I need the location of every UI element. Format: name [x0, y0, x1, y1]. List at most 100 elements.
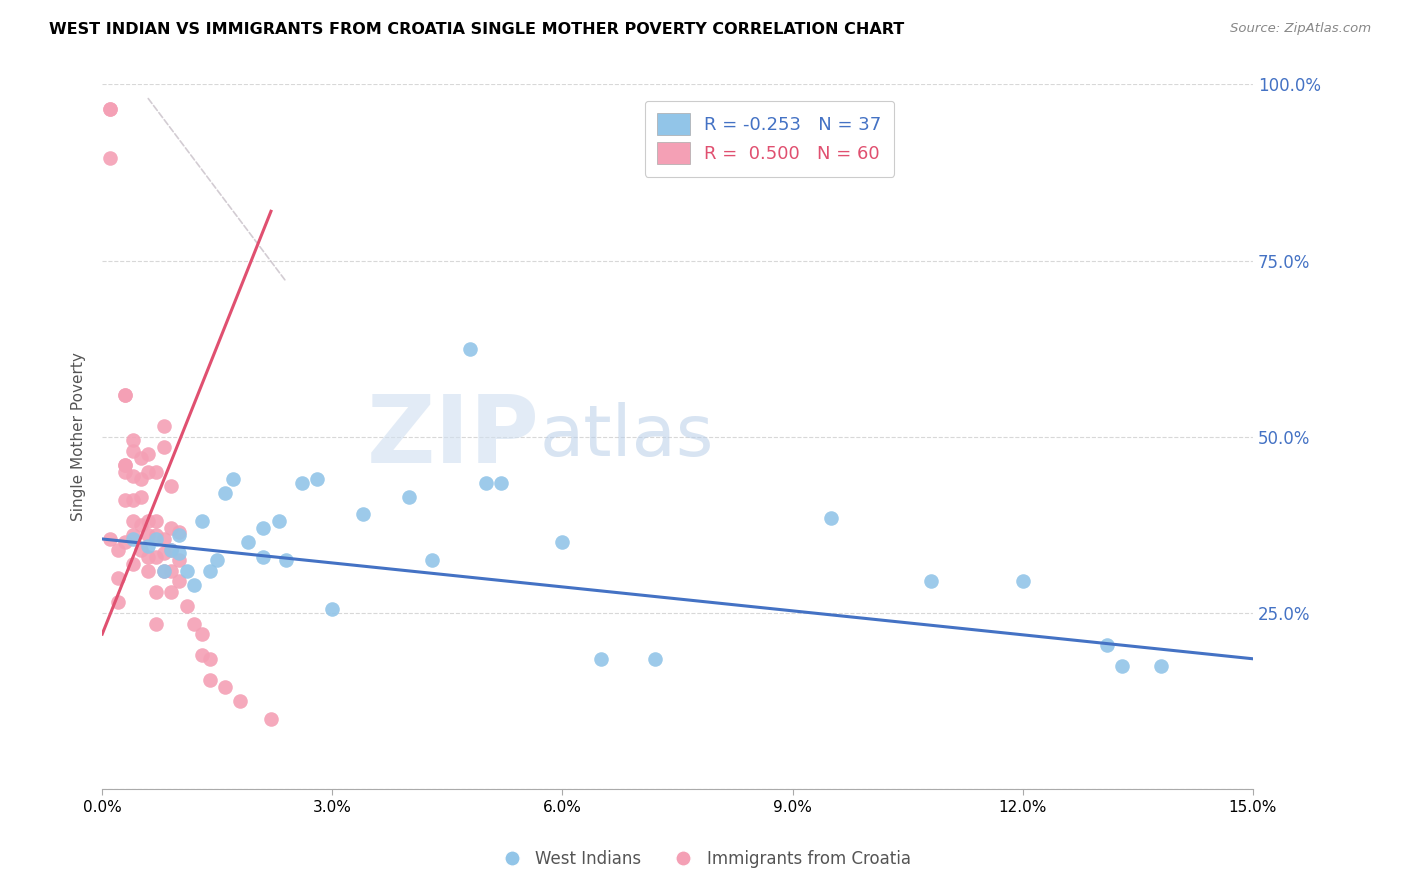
Point	[152, 546, 174, 560]
Point	[152, 564, 174, 578]
Point	[398, 490, 420, 504]
Point	[114, 458, 136, 472]
Point	[305, 472, 328, 486]
Point	[136, 528, 159, 542]
Point	[129, 450, 152, 465]
Point	[920, 574, 942, 589]
Point	[160, 564, 183, 578]
Point	[221, 472, 243, 486]
Legend: R = -0.253   N = 37, R =  0.500   N = 60: R = -0.253 N = 37, R = 0.500 N = 60	[645, 101, 894, 178]
Point	[589, 652, 612, 666]
Point	[214, 486, 236, 500]
Point	[136, 447, 159, 461]
Point	[252, 521, 274, 535]
Point	[114, 387, 136, 401]
Point	[183, 578, 205, 592]
Point	[98, 102, 121, 116]
Point	[136, 564, 159, 578]
Point	[198, 564, 221, 578]
Point	[122, 468, 145, 483]
Text: WEST INDIAN VS IMMIGRANTS FROM CROATIA SINGLE MOTHER POVERTY CORRELATION CHART: WEST INDIAN VS IMMIGRANTS FROM CROATIA S…	[49, 22, 904, 37]
Point	[191, 627, 214, 641]
Point	[107, 571, 129, 585]
Point	[152, 441, 174, 455]
Point	[129, 490, 152, 504]
Point	[167, 524, 190, 539]
Point	[207, 553, 229, 567]
Point	[1095, 638, 1118, 652]
Point	[160, 542, 183, 557]
Y-axis label: Single Mother Poverty: Single Mother Poverty	[72, 352, 86, 521]
Point	[145, 549, 167, 564]
Point	[167, 528, 190, 542]
Point	[460, 342, 482, 356]
Point	[276, 553, 298, 567]
Point	[145, 528, 167, 542]
Text: ZIP: ZIP	[367, 391, 540, 483]
Point	[122, 532, 145, 546]
Point	[107, 595, 129, 609]
Point	[252, 549, 274, 564]
Point	[1111, 658, 1133, 673]
Text: Source: ZipAtlas.com: Source: ZipAtlas.com	[1230, 22, 1371, 36]
Point	[160, 521, 183, 535]
Point	[114, 387, 136, 401]
Point	[122, 434, 145, 448]
Point	[136, 549, 159, 564]
Text: atlas: atlas	[540, 402, 714, 471]
Point	[122, 514, 145, 528]
Point	[98, 102, 121, 116]
Point	[191, 514, 214, 528]
Point	[160, 479, 183, 493]
Point	[160, 584, 183, 599]
Point	[214, 680, 236, 694]
Point	[136, 465, 159, 479]
Point	[260, 712, 283, 726]
Point	[198, 673, 221, 687]
Point	[644, 652, 666, 666]
Point	[236, 535, 259, 549]
Point	[145, 514, 167, 528]
Point	[136, 514, 159, 528]
Point	[198, 652, 221, 666]
Point	[167, 546, 190, 560]
Point	[183, 616, 205, 631]
Point	[1150, 658, 1173, 673]
Point	[152, 564, 174, 578]
Point	[122, 528, 145, 542]
Point	[160, 542, 183, 557]
Point	[267, 514, 290, 528]
Point	[129, 542, 152, 557]
Point	[145, 532, 167, 546]
Point	[129, 472, 152, 486]
Point	[98, 152, 121, 166]
Point	[152, 532, 174, 546]
Point	[229, 694, 252, 708]
Point	[122, 557, 145, 571]
Legend: West Indians, Immigrants from Croatia: West Indians, Immigrants from Croatia	[489, 844, 917, 875]
Point	[820, 511, 842, 525]
Point	[145, 465, 167, 479]
Point	[152, 419, 174, 434]
Point	[489, 475, 512, 490]
Point	[167, 553, 190, 567]
Point	[176, 599, 198, 613]
Point	[420, 553, 443, 567]
Point	[114, 535, 136, 549]
Point	[167, 574, 190, 589]
Point	[191, 648, 214, 663]
Point	[114, 458, 136, 472]
Point	[145, 584, 167, 599]
Point	[291, 475, 314, 490]
Point	[176, 564, 198, 578]
Point	[98, 532, 121, 546]
Point	[107, 542, 129, 557]
Point	[474, 475, 496, 490]
Point	[129, 517, 152, 532]
Point	[114, 465, 136, 479]
Point	[145, 616, 167, 631]
Point	[122, 443, 145, 458]
Point	[122, 493, 145, 508]
Point	[136, 539, 159, 553]
Point	[551, 535, 574, 549]
